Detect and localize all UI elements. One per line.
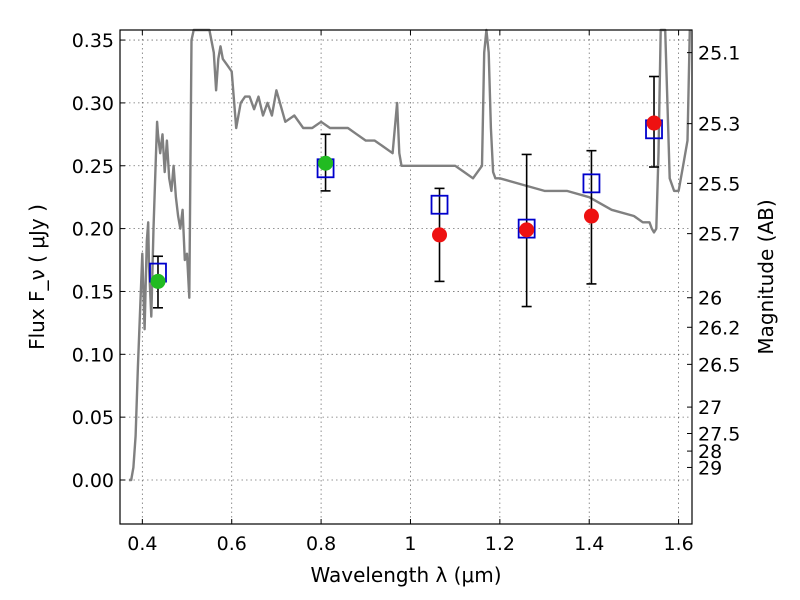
right-tick-label: 25.7 bbox=[698, 224, 740, 246]
right-tick-label: 29 bbox=[698, 457, 722, 479]
y-tick-label: 0.35 bbox=[72, 30, 114, 52]
right-tick-label: 25.5 bbox=[698, 173, 740, 195]
x-tick-label: 0.4 bbox=[127, 533, 157, 555]
y-tick-label: 0.00 bbox=[72, 470, 114, 492]
model-square bbox=[430, 194, 449, 215]
y-tick-label: 0.30 bbox=[72, 93, 114, 115]
right-tick-label: 26.2 bbox=[698, 317, 740, 339]
x-tick-label: 0.8 bbox=[306, 533, 336, 555]
data-point bbox=[519, 222, 535, 238]
right-tick-label: 28 bbox=[698, 441, 722, 463]
x-tick-label: 1.6 bbox=[663, 533, 693, 555]
template-line bbox=[128, 28, 691, 482]
template-spectrum bbox=[128, 28, 691, 482]
model-square bbox=[582, 173, 601, 194]
x-axis-label: Wavelength λ (μm) bbox=[310, 563, 501, 587]
grid-lines bbox=[120, 30, 692, 524]
x-tick-label: 1 bbox=[404, 533, 416, 555]
data-point bbox=[318, 155, 334, 171]
plot-frame bbox=[119, 29, 693, 525]
y-axis-label: Flux F_ν ( μJy ) bbox=[25, 204, 49, 350]
data-point bbox=[646, 115, 662, 131]
right-axis-label: Magnitude (AB) bbox=[754, 199, 778, 354]
x-tick-label: 1.2 bbox=[485, 533, 515, 555]
data-point bbox=[150, 273, 166, 289]
y-tick-label: 0.05 bbox=[72, 407, 114, 429]
y-axis-ticks: 0.00 0.05 0.10 0.15 0.20 0.25 0.30 0.35 bbox=[72, 30, 125, 492]
data-points bbox=[150, 115, 662, 289]
right-tick-label: 27.5 bbox=[698, 423, 740, 445]
right-tick-label: 25.1 bbox=[698, 43, 740, 65]
y-tick-label: 0.25 bbox=[72, 156, 114, 178]
x-tick-label: 0.6 bbox=[217, 533, 247, 555]
right-tick-label: 26.5 bbox=[698, 354, 740, 376]
x-axis-ticks: 0.4 0.6 0.8 1 1.2 1.4 1.6 bbox=[127, 30, 694, 555]
model-square bbox=[517, 218, 536, 239]
y-tick-label: 0.20 bbox=[72, 219, 114, 241]
data-point bbox=[432, 227, 448, 243]
y-tick-label: 0.15 bbox=[72, 281, 114, 303]
right-tick-label: 27 bbox=[698, 397, 722, 419]
model-markers bbox=[149, 119, 663, 283]
x-tick-label: 1.4 bbox=[574, 533, 604, 555]
y-tick-label: 0.10 bbox=[72, 344, 114, 366]
right-tick-label: 26 bbox=[698, 288, 722, 310]
data-point bbox=[583, 208, 599, 224]
right-tick-label: 25.3 bbox=[698, 114, 740, 136]
